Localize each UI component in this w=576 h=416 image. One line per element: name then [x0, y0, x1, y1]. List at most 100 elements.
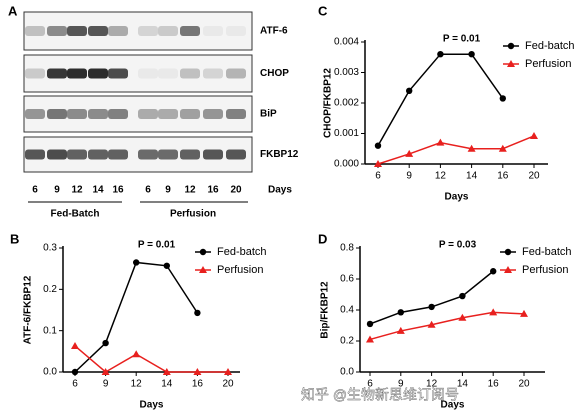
- marker: [366, 335, 374, 343]
- row-label: CHOP: [260, 68, 289, 79]
- legend-label: Perfusion: [522, 264, 568, 276]
- marker: [102, 339, 109, 347]
- series-line: [377, 53, 504, 147]
- row-label: ATF-6: [260, 26, 288, 37]
- row-label: BiP: [260, 109, 277, 120]
- chart-title: P = 0.03: [439, 240, 477, 251]
- watermark: 知乎 @生物新思维订阅号: [301, 387, 459, 403]
- marker: [133, 259, 140, 266]
- panel-label: C: [318, 3, 328, 18]
- legend-label: Fed-batch: [217, 246, 267, 258]
- blot-band: [25, 149, 45, 160]
- marker: [428, 303, 435, 311]
- x-tick-label: 20: [222, 379, 234, 390]
- blot-band: [88, 26, 108, 36]
- chart-title: P = 0.01: [443, 34, 481, 45]
- blot-band: [47, 68, 67, 79]
- blot-band: [158, 149, 178, 160]
- blot-band: [67, 149, 87, 160]
- marker: [101, 368, 110, 375]
- blot-band: [67, 109, 87, 119]
- legend-marker: [507, 42, 515, 50]
- lane-label: 6: [145, 185, 151, 196]
- x-tick-label: 12: [131, 379, 143, 390]
- blot-band: [158, 109, 178, 119]
- y-tick-label: 0.1: [43, 325, 57, 336]
- marker: [405, 149, 414, 157]
- x-axis-label: Days: [441, 400, 465, 411]
- marker: [397, 309, 404, 316]
- chart-title: P = 0.01: [138, 240, 176, 251]
- blot-band: [180, 26, 200, 36]
- blot-band: [47, 26, 67, 36]
- legend-marker: [199, 248, 207, 256]
- marker: [520, 309, 528, 317]
- marker: [194, 309, 201, 317]
- y-tick-label: 0.003: [334, 67, 359, 78]
- row-label: FKBP12: [260, 149, 299, 160]
- y-tick-label: 0.3: [43, 243, 57, 254]
- marker: [163, 262, 170, 269]
- blot-band: [138, 149, 158, 160]
- blot-band: [180, 109, 200, 119]
- legend-marker: [199, 266, 207, 273]
- x-axis-label: Days: [445, 192, 469, 203]
- blot-band: [108, 149, 128, 160]
- blot-band: [108, 109, 128, 119]
- y-tick-label: 0.002: [334, 98, 359, 109]
- panel-label: D: [318, 231, 327, 246]
- lane-label: 16: [112, 185, 124, 196]
- marker: [374, 142, 382, 149]
- y-tick-label: 0.2: [340, 336, 354, 347]
- y-tick-label: 0.0: [43, 367, 57, 378]
- panel-label: A: [8, 3, 18, 18]
- series-line: [377, 135, 535, 165]
- blot-band: [25, 26, 45, 36]
- lane-label: 16: [207, 185, 219, 196]
- blot-band: [47, 149, 67, 160]
- marker: [406, 87, 413, 95]
- y-axis-label: ATF-6/FKBP12: [23, 275, 34, 344]
- blot-band: [25, 68, 45, 79]
- blot-band: [88, 149, 108, 160]
- panel-label: B: [10, 231, 19, 246]
- legend-label: Fed-batch: [522, 246, 572, 258]
- blot-band: [25, 109, 45, 119]
- x-tick-label: 14: [466, 171, 478, 182]
- x-tick-label: 9: [398, 379, 404, 390]
- x-tick-label: 14: [161, 379, 173, 390]
- marker: [193, 368, 202, 375]
- marker: [468, 51, 475, 58]
- x-axis-label: Days: [140, 400, 164, 411]
- x-tick-label: 9: [103, 379, 109, 390]
- x-tick-label: 12: [435, 171, 447, 182]
- blot-band: [88, 109, 108, 119]
- marker: [458, 313, 467, 321]
- marker: [374, 160, 382, 167]
- lane-label: 12: [184, 185, 196, 196]
- marker: [530, 131, 538, 139]
- x-tick-label: 20: [518, 379, 530, 390]
- blot-band: [67, 26, 87, 36]
- series-line: [369, 311, 525, 341]
- lane-label: 20: [230, 185, 242, 196]
- blot-band: [138, 109, 158, 119]
- x-tick-label: 20: [528, 171, 540, 182]
- lane-label: 14: [92, 185, 104, 196]
- y-tick-label: 0.0: [340, 367, 354, 378]
- marker: [396, 326, 405, 334]
- marker: [459, 292, 466, 300]
- marker: [489, 308, 498, 316]
- y-axis-label: Bip/FKBP12: [320, 281, 331, 339]
- y-tick-label: 0.4: [340, 305, 354, 316]
- marker: [427, 320, 436, 328]
- marker: [499, 95, 506, 102]
- y-tick-label: 0.8: [340, 243, 354, 254]
- lane-label: 9: [165, 185, 171, 196]
- marker: [437, 51, 444, 58]
- y-tick-label: 0.001: [334, 128, 359, 139]
- marker: [366, 320, 374, 328]
- x-tick-label: 14: [457, 379, 469, 390]
- x-tick-label: 16: [192, 379, 204, 390]
